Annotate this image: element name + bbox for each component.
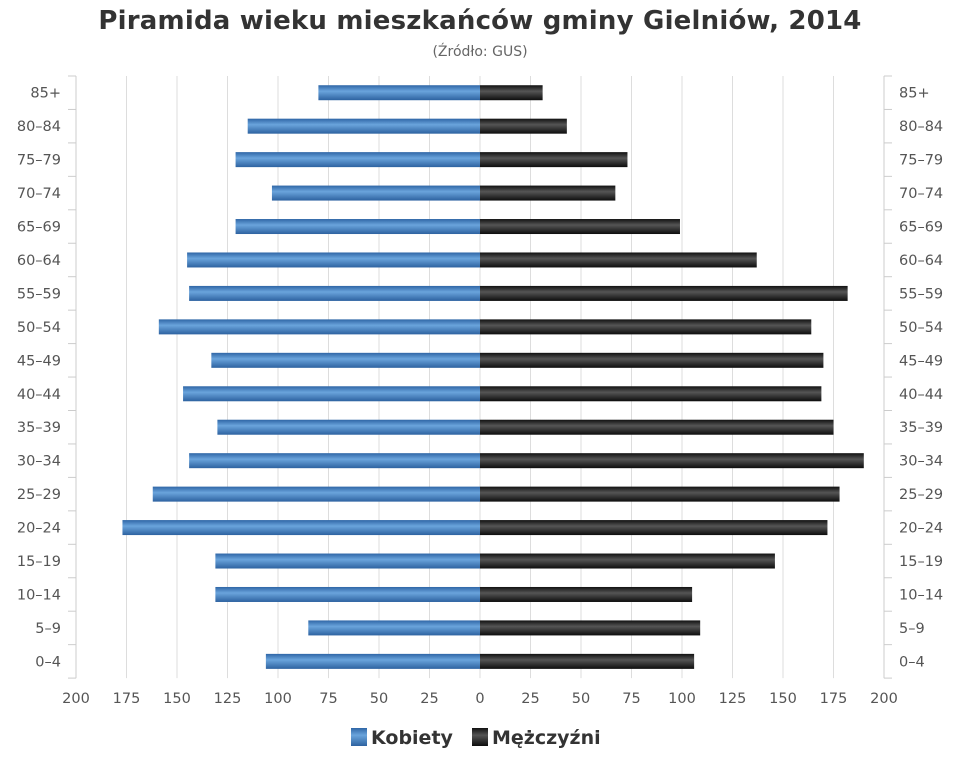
y-tick-label-right: 80–84 bbox=[899, 119, 943, 135]
bar-mezczyzni bbox=[480, 453, 864, 469]
x-tick-label: 25 bbox=[521, 691, 539, 707]
x-tick-label: 200 bbox=[870, 691, 898, 707]
bar-kobiety bbox=[247, 118, 480, 134]
bar-mezczyzni bbox=[480, 419, 834, 435]
y-tick-label-left: 60–64 bbox=[17, 253, 61, 269]
bar-kobiety bbox=[318, 85, 480, 101]
y-tick-label-right: 25–29 bbox=[899, 487, 943, 503]
x-tick-label: 0 bbox=[475, 691, 484, 707]
y-tick-label-left: 10–14 bbox=[17, 587, 61, 603]
bar-mezczyzni bbox=[480, 553, 775, 569]
y-tick-label-left: 30–34 bbox=[17, 454, 61, 470]
bar-mezczyzni bbox=[480, 486, 840, 502]
y-tick-label-right: 50–54 bbox=[899, 320, 943, 336]
y-tick-label-right: 15–19 bbox=[899, 554, 943, 570]
y-tick-label-left: 85+ bbox=[30, 86, 61, 102]
y-tick-label-right: 30–34 bbox=[899, 454, 943, 470]
bar-mezczyzni bbox=[480, 653, 695, 669]
bar-kobiety bbox=[265, 653, 480, 669]
bar-kobiety bbox=[235, 152, 480, 168]
bar-kobiety bbox=[183, 386, 480, 402]
chart-title: Piramida wieku mieszkańców gminy Gielnió… bbox=[98, 6, 862, 36]
y-tick-label-right: 65–69 bbox=[899, 220, 943, 236]
x-tick-label: 150 bbox=[769, 691, 797, 707]
y-tick-label-left: 75–79 bbox=[17, 153, 61, 169]
y-tick-label-left: 35–39 bbox=[17, 420, 61, 436]
bar-kobiety bbox=[271, 185, 480, 201]
y-tick-label-right: 5–9 bbox=[899, 621, 925, 637]
bar-mezczyzni bbox=[480, 285, 848, 301]
x-tick-label: 125 bbox=[719, 691, 747, 707]
bar-kobiety bbox=[235, 219, 480, 235]
bar-mezczyzni bbox=[480, 386, 822, 402]
y-tick-label-right: 10–14 bbox=[899, 587, 943, 603]
y-tick-label-right: 35–39 bbox=[899, 420, 943, 436]
y-tick-label-right: 85+ bbox=[899, 86, 930, 102]
bar-mezczyzni bbox=[480, 185, 616, 201]
bar-mezczyzni bbox=[480, 85, 543, 101]
bar-kobiety bbox=[215, 553, 480, 569]
y-tick-label-right: 70–74 bbox=[899, 186, 943, 202]
x-tick-label: 175 bbox=[113, 691, 141, 707]
y-tick-label-left: 65–69 bbox=[17, 220, 61, 236]
bar-kobiety bbox=[189, 453, 480, 469]
bar-mezczyzni bbox=[480, 520, 828, 536]
y-tick-label-left: 15–19 bbox=[17, 554, 61, 570]
bar-mezczyzni bbox=[480, 319, 812, 335]
x-tick-label: 175 bbox=[820, 691, 848, 707]
x-tick-label: 50 bbox=[370, 691, 388, 707]
bar-kobiety bbox=[217, 419, 480, 435]
bar-mezczyzni bbox=[480, 219, 680, 235]
y-tick-label-right: 55–59 bbox=[899, 286, 943, 302]
bar-kobiety bbox=[122, 520, 481, 536]
x-tick-label: 75 bbox=[319, 691, 337, 707]
bar-kobiety bbox=[189, 285, 480, 301]
y-tick-label-left: 40–44 bbox=[17, 387, 61, 403]
x-tick-label: 75 bbox=[622, 691, 640, 707]
x-tick-label: 200 bbox=[62, 691, 90, 707]
y-tick-label-right: 45–49 bbox=[899, 353, 943, 369]
y-tick-label-left: 25–29 bbox=[17, 487, 61, 503]
y-tick-label-left: 20–24 bbox=[17, 521, 61, 537]
legend-symbol-kobiety bbox=[351, 728, 367, 746]
bar-kobiety bbox=[158, 319, 480, 335]
y-tick-label-left: 45–49 bbox=[17, 353, 61, 369]
y-tick-label-left: 80–84 bbox=[17, 119, 61, 135]
chart-subtitle: (Źródło: GUS) bbox=[432, 44, 528, 60]
legend-label-kobiety: Kobiety bbox=[371, 727, 454, 749]
x-tick-label: 25 bbox=[420, 691, 438, 707]
y-tick-label-right: 0–4 bbox=[899, 654, 925, 670]
bar-kobiety bbox=[215, 586, 480, 602]
y-tick-label-right: 60–64 bbox=[899, 253, 943, 269]
y-tick-label-right: 20–24 bbox=[899, 521, 943, 537]
x-tick-label: 125 bbox=[214, 691, 242, 707]
bar-mezczyzni bbox=[480, 118, 567, 134]
y-tick-label-left: 0–4 bbox=[35, 654, 61, 670]
bar-mezczyzni bbox=[480, 152, 628, 168]
y-tick-label-left: 55–59 bbox=[17, 286, 61, 302]
bar-kobiety bbox=[152, 486, 480, 502]
bar-kobiety bbox=[211, 352, 480, 368]
y-tick-label-left: 70–74 bbox=[17, 186, 61, 202]
legend-symbol-mezczyzni bbox=[472, 728, 488, 746]
y-tick-label-right: 40–44 bbox=[899, 387, 943, 403]
legend-label-mezczyzni: Mężczyźni bbox=[492, 727, 601, 749]
y-tick-label-left: 50–54 bbox=[17, 320, 61, 336]
x-tick-label: 100 bbox=[668, 691, 696, 707]
bar-mezczyzni bbox=[480, 620, 701, 636]
y-tick-label-right: 75–79 bbox=[899, 153, 943, 169]
x-tick-label: 100 bbox=[264, 691, 292, 707]
bar-mezczyzni bbox=[480, 252, 757, 268]
bar-kobiety bbox=[308, 620, 480, 636]
bar-mezczyzni bbox=[480, 586, 693, 602]
x-tick-label: 50 bbox=[572, 691, 590, 707]
y-tick-label-left: 5–9 bbox=[35, 621, 61, 637]
x-tick-label: 150 bbox=[163, 691, 191, 707]
bar-kobiety bbox=[187, 252, 480, 268]
bar-mezczyzni bbox=[480, 352, 824, 368]
